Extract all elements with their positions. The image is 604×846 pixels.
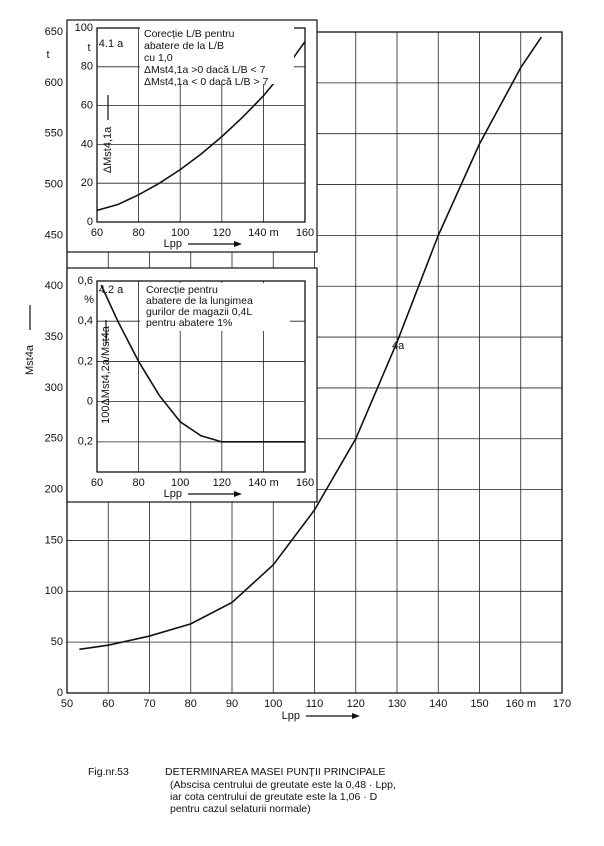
curve	[96, 41, 306, 212]
caption-number: Fig.nr.53	[88, 766, 129, 778]
arrow-head	[352, 713, 360, 719]
y-tick-label: 400	[45, 280, 63, 292]
x-tick-label: 60	[91, 477, 103, 489]
caption-line: (Abscisa centrului de greutate este la 0…	[170, 779, 396, 791]
y-tick-label: 350	[45, 331, 63, 343]
y-tick-label: 300	[45, 382, 63, 394]
y-axis-label: Mst4a	[24, 344, 36, 375]
note: ΔMst4,1a < 0 dacă L/B > 7	[144, 76, 268, 88]
x-tick-label: 100	[264, 698, 282, 710]
x-tick-label: 110	[306, 698, 324, 710]
x-tick-label: 140 m	[248, 227, 279, 239]
x-tick-label: 130	[388, 698, 406, 710]
y-tick-label: 200	[45, 484, 63, 496]
arrow-head	[234, 491, 242, 497]
y-axis-label: 100ΔMst4,2a/Mst4a	[100, 325, 112, 424]
x-tick-label: 70	[143, 698, 155, 710]
y-tick-label: 600	[45, 77, 63, 89]
y-tick-label: 250	[45, 433, 63, 445]
caption-line: pentru cazul selaturii normale)	[170, 803, 311, 815]
x-tick-label: 50	[61, 698, 73, 710]
note: abatere de la L/B	[144, 40, 224, 52]
y-tick-label: 550	[45, 128, 63, 140]
y-tick-label: 20	[81, 177, 93, 189]
caption-line: iar cota centrului de greutate este la 1…	[170, 791, 378, 803]
x-tick-label: 80	[132, 477, 144, 489]
x-tick-label: 120	[213, 477, 231, 489]
x-tick-label: 160 m	[505, 698, 536, 710]
x-tick-label: 140	[429, 698, 447, 710]
y-tick-label: 0,2	[78, 355, 93, 367]
y-tick-label: 450	[45, 229, 63, 241]
inset-chart: 60 80 100 120 140 m 160 0 20 40 60 80 100 ΔMst4,1a Lp…	[66, 19, 318, 253]
note: ΔMst4,1a >0 dacă L/B < 7	[144, 64, 266, 76]
x-tick-label: 120	[213, 227, 231, 239]
note: abatere de la lungimea	[146, 295, 253, 307]
note: gurilor de magazii 0,4L	[146, 306, 252, 318]
y-unit: t	[46, 49, 49, 61]
note: Corecție L/B pentru	[144, 28, 235, 40]
x-axis-label: Lpp	[164, 488, 182, 500]
y-axis-label: ΔMst4,1a	[102, 126, 114, 173]
y-tick-label: 650	[45, 26, 63, 38]
y-unit: t	[87, 42, 90, 54]
notes-box	[140, 26, 294, 84]
x-tick-label: 150	[470, 698, 488, 710]
caption-title: DETERMINAREA MASEI PUNȚII PRINCIPALE	[165, 766, 385, 778]
y-tick-label: 60	[81, 100, 93, 112]
x-tick-label: 140 m	[248, 477, 279, 489]
y-tick-label: 500	[45, 178, 63, 190]
arrow-head	[234, 241, 242, 247]
y-tick-label: 0,4	[78, 315, 93, 327]
x-tick-label: 100	[171, 477, 189, 489]
x-tick-label: 80	[132, 227, 144, 239]
curve	[100, 284, 305, 443]
y-tick-label: 40	[81, 138, 93, 150]
notes-box	[140, 283, 290, 331]
plot-frame	[96, 280, 306, 473]
note: Corecție pentru	[146, 284, 218, 296]
y-tick-label: 0,2	[78, 436, 93, 448]
inset-chart: 60 80 100 120 140 m 160 0,2 0 0,2 0,4 0,6 100ΔMst4,…	[66, 267, 318, 503]
y-tick-label: 0	[87, 396, 93, 408]
y-tick-label: 0,6	[78, 275, 93, 287]
note: pentru abatere 1%	[146, 317, 232, 329]
note: cu 1,0	[144, 52, 173, 64]
curve-label: 4a	[392, 340, 405, 352]
x-tick-label: 160	[296, 477, 314, 489]
x-axis-label: Lpp	[282, 710, 300, 722]
x-tick-label: 160	[296, 227, 314, 239]
y-tick-label: 0	[87, 216, 93, 228]
y-tick-label: 100	[75, 22, 93, 34]
x-tick-label: 100	[171, 227, 189, 239]
x-tick-label: 90	[226, 698, 238, 710]
y-tick-label: 150	[45, 534, 63, 546]
x-tick-label: 60	[91, 227, 103, 239]
y-tick-label: 0	[57, 687, 63, 699]
y-unit: %	[84, 294, 94, 306]
y-tick-label: 50	[51, 636, 63, 648]
inset-label: 4.2 a	[99, 284, 124, 296]
x-tick-label: 60	[102, 698, 114, 710]
curve	[79, 36, 543, 651]
x-axis-label: Lpp	[164, 238, 182, 250]
x-tick-label: 120	[347, 698, 365, 710]
x-tick-label: 170	[553, 698, 571, 710]
inset-label: 4.1 a	[99, 38, 124, 50]
y-tick-label: 100	[45, 585, 63, 597]
y-tick-label: 80	[81, 61, 93, 73]
x-tick-label: 80	[185, 698, 197, 710]
